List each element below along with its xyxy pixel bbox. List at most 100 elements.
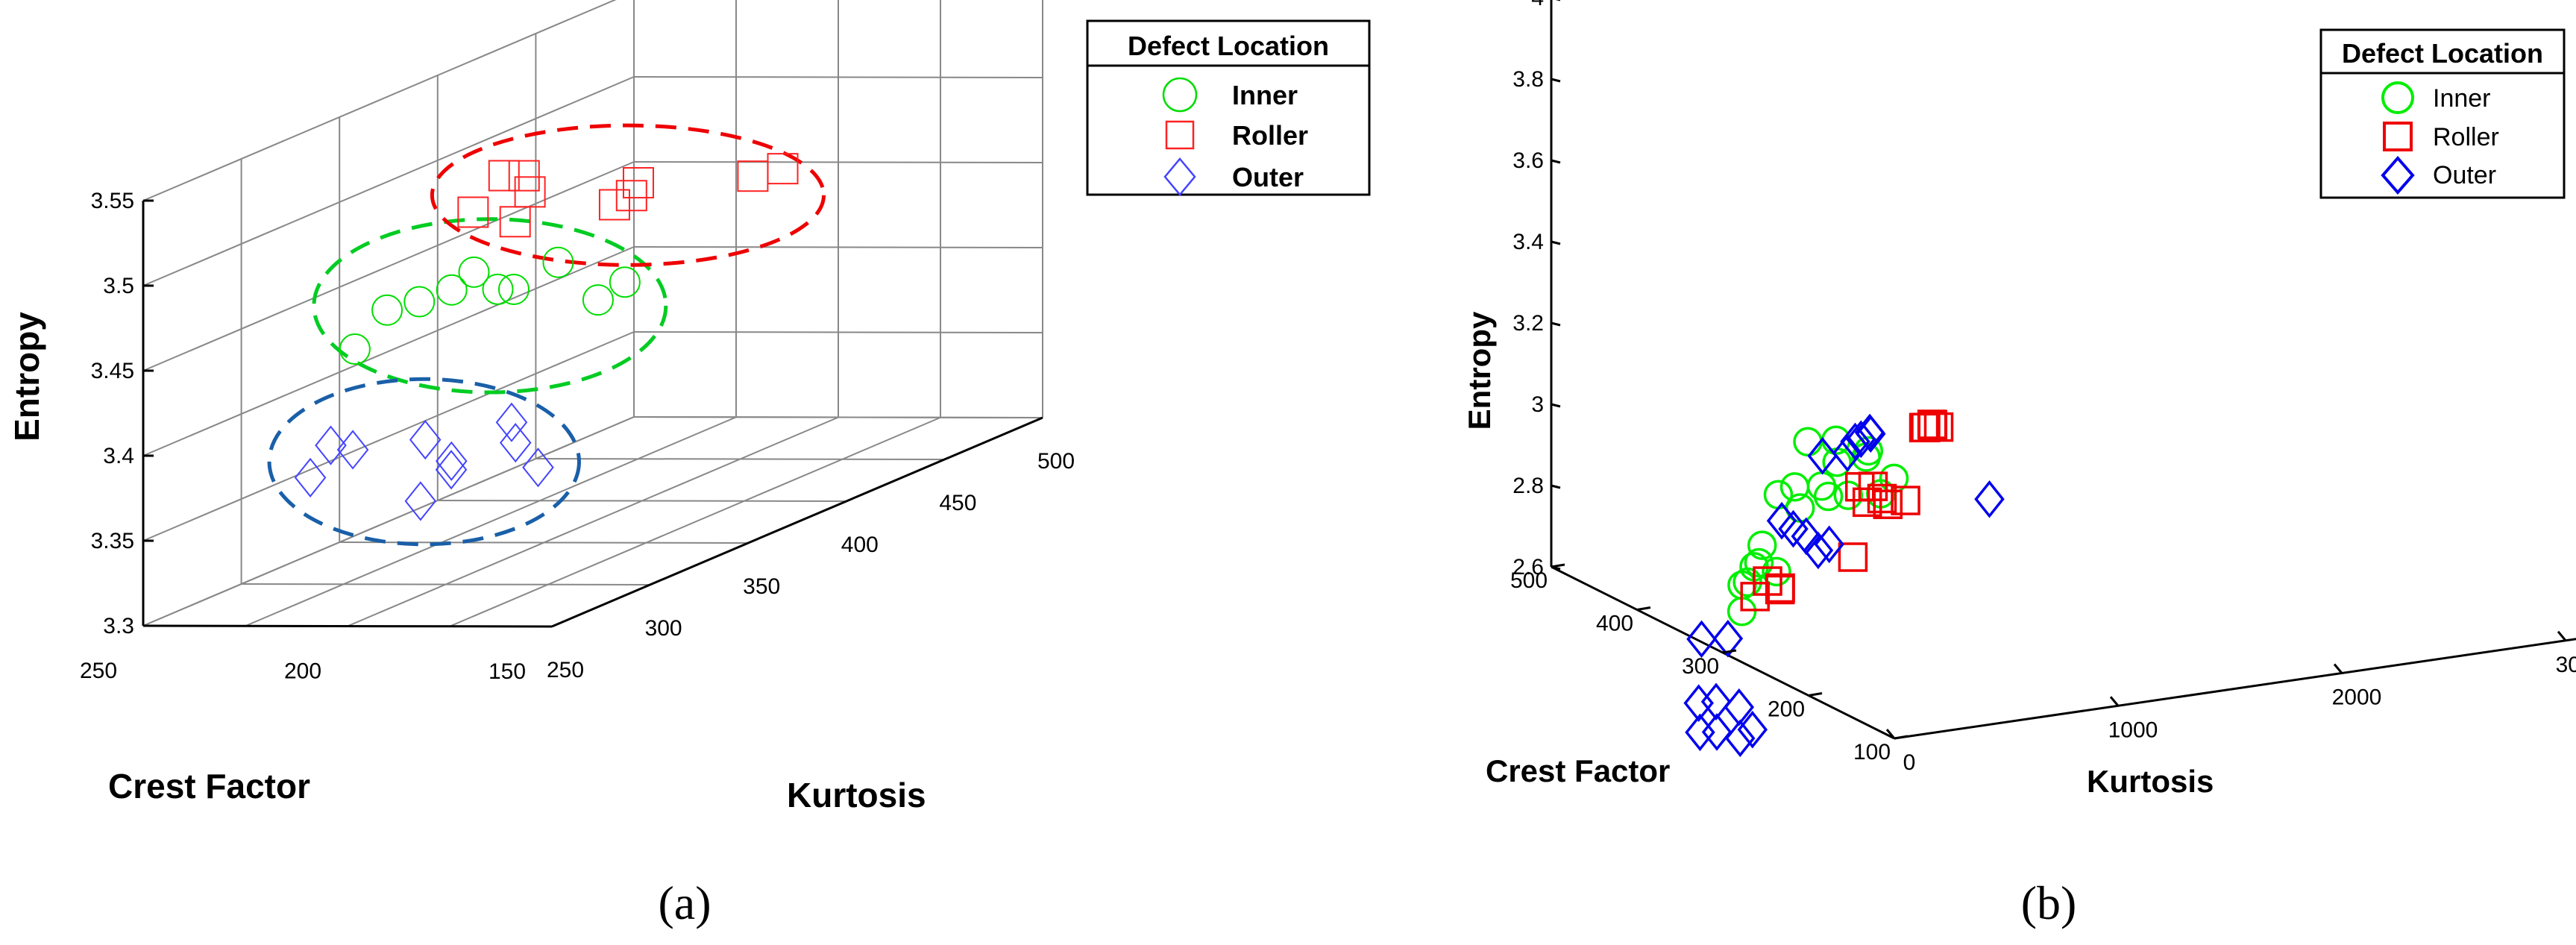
chart-a-point-roller	[488, 160, 520, 192]
chart-a-point-outer	[404, 481, 437, 521]
chart-a-y-tick-label: 300	[645, 616, 682, 641]
chart-a-z-axis-label: Entropy	[7, 312, 46, 442]
chart-a-y-axis-line	[551, 416, 1043, 628]
chart-b-point-outer	[1814, 525, 1844, 564]
chart-a-point-outer	[435, 441, 468, 481]
chart-b-legend-label-outer: Outer	[2433, 161, 2496, 189]
chart-a-x-tick-label: 200	[284, 659, 321, 684]
chart-b-legend-label-inner: Inner	[2433, 84, 2491, 113]
chart-a-points	[294, 153, 799, 521]
chart-b-legend-marker-inner	[2381, 81, 2414, 114]
chart-a-legend-marker-roller	[1165, 120, 1195, 150]
chart-b-point-roller	[1917, 410, 1948, 440]
chart-b-point-roller	[1740, 582, 1770, 612]
chart-b-y-tick-mark	[1885, 729, 1896, 739]
chart-b-point-outer	[1846, 420, 1876, 459]
chart-a-wall-grid-line	[142, 246, 635, 456]
chart-a-grid	[142, 0, 1043, 628]
chart-b-point-outer	[1856, 415, 1886, 453]
chart-a-point-outer	[336, 430, 369, 470]
chart-b-legend-title: Defect Location	[2342, 38, 2543, 69]
chart-a-legend-marker-outer	[1163, 157, 1196, 196]
chart-a-floor-grid-line	[245, 416, 737, 627]
chart-b-z-tick-mark	[1551, 321, 1561, 327]
chart-a-floor-grid-line	[241, 583, 650, 585]
chart-b: 2.6 2.8 3 3.2 3.4 3.6 3.8 4 100 200 300 400 500 0 1000…	[1462, 0, 2576, 929]
chart-b-points	[1683, 409, 2005, 758]
chart-b-legend-marker-outer	[2381, 155, 2415, 195]
chart-b-point-outer	[1725, 719, 1756, 758]
chart-a-point-roller	[598, 189, 630, 221]
chart-a-point-outer	[495, 402, 528, 442]
chart-b-z-tick-label: 2.8	[1512, 474, 1544, 498]
chart-b-z-tick-label: 3.8	[1512, 67, 1544, 92]
chart-a-wall-grid-line	[142, 331, 635, 541]
chart-b-x-axis-label: Crest Factor	[1486, 753, 1670, 788]
chart-a-legend-label-inner: Inner	[1232, 80, 1298, 110]
chart-b-point-outer	[1832, 434, 1863, 472]
chart-b-point-outer	[1701, 713, 1732, 751]
chart-b-legend: Defect Location Inner Roller Outer	[2319, 28, 2566, 199]
chart-b-point-inner	[1762, 556, 1791, 587]
chart-a-z-tick-label: 3.35	[91, 529, 134, 553]
chart-b-point-roller	[1838, 542, 1868, 572]
chart-b-point-outer	[1686, 620, 1717, 659]
chart-b-legend-marker-roller	[2383, 122, 2413, 151]
chart-a-y-tick-label: 400	[841, 533, 879, 557]
chart-a-floor-grid-line	[449, 416, 941, 627]
chart-b-ticks: 2.6 2.8 3 3.2 3.4 3.6 3.8 4 100 200 300 400 500 0 1000…	[1510, 0, 2576, 775]
chart-a-point-inner	[403, 286, 436, 318]
chart-b-x-tick-label: 100	[1853, 740, 1891, 765]
chart-a-y-tick-label: 250	[547, 658, 584, 682]
chart-a-y-tick-label: 450	[939, 491, 976, 515]
chart-b-x-tick-mark	[1894, 735, 1909, 740]
chart-b-point-outer	[1685, 713, 1715, 752]
chart-a-ellipses	[267, 123, 826, 547]
chart-a-z-tick-label: 3.45	[91, 359, 134, 383]
chart-a-wall-grid-line	[633, 161, 1043, 163]
chart-b-z-tick-label: 4	[1531, 0, 1544, 10]
chart-a-point-outer	[315, 425, 347, 465]
chart-b-point-inner	[1763, 480, 1794, 509]
chart-a-point-roller	[767, 153, 799, 185]
chart-b-x-tick-mark	[1808, 692, 1823, 697]
chart-a-floor-grid-line	[437, 500, 846, 502]
chart-b-point-outer	[1803, 531, 1834, 570]
chart-a-point-roller	[499, 206, 531, 238]
chart-b-point-outer	[1683, 684, 1714, 722]
chart-b-x-tick-label: 500	[1510, 568, 1548, 593]
chart-b-point-outer	[1974, 480, 2005, 518]
chart-b-z-tick-label: 2.6	[1512, 555, 1544, 580]
chart-a-point-outer	[409, 420, 442, 460]
chart-a-point-outer	[499, 423, 532, 463]
chart-a-legend-label-roller: Roller	[1232, 120, 1308, 151]
chart-b-legend-box	[2319, 28, 2566, 199]
chart-a-z-tick-label: 3.3	[103, 614, 134, 638]
chart-a-y-tick-label: 500	[1037, 449, 1075, 474]
chart-a-legend-title: Defect Location	[1128, 31, 1329, 61]
chart-b-y-tick-mark	[2109, 696, 2120, 707]
chart-b-x-tick-label: 300	[1682, 654, 1719, 679]
chart-b-x-tick-label: 200	[1768, 697, 1805, 722]
chart-a-cluster-ellipse-outer	[267, 377, 581, 547]
chart-b-y-axis-line	[1894, 638, 2576, 740]
chart-b-y-tick-label: 0	[1903, 750, 1916, 775]
chart-a-z-tick-label: 3.55	[91, 189, 134, 213]
chart-a-legend: Defect Location Inner Roller Outer	[1086, 19, 1371, 196]
chart-a-z-tick-label: 3.4	[103, 444, 134, 468]
chart-a-point-inner	[371, 294, 403, 326]
chart-a-wall-grid-line	[142, 416, 635, 627]
chart-b-z-tick-label: 3.2	[1512, 311, 1544, 336]
chart-b-point-outer	[1807, 436, 1838, 475]
chart-b-point-roller	[1911, 412, 1941, 442]
chart-a-point-inner	[436, 274, 468, 306]
chart-a: 3.3 3.35 3.4 3.45 3.5 3.55 150 200 250 250 300 350 4…	[7, 0, 1371, 929]
chart-a-floor-grid-line	[347, 416, 839, 627]
chart-b-y-tick-label: 3000	[2556, 653, 2576, 677]
chart-a-point-inner	[497, 273, 530, 305]
chart-a-panel-label: (a)	[658, 876, 711, 929]
chart-a-y-axis-label: Kurtosis	[787, 776, 926, 814]
chart-a-legend-marker-inner	[1162, 77, 1198, 113]
chart-a-point-outer	[435, 450, 468, 490]
chart-a-x-tick-label: 150	[489, 659, 526, 684]
